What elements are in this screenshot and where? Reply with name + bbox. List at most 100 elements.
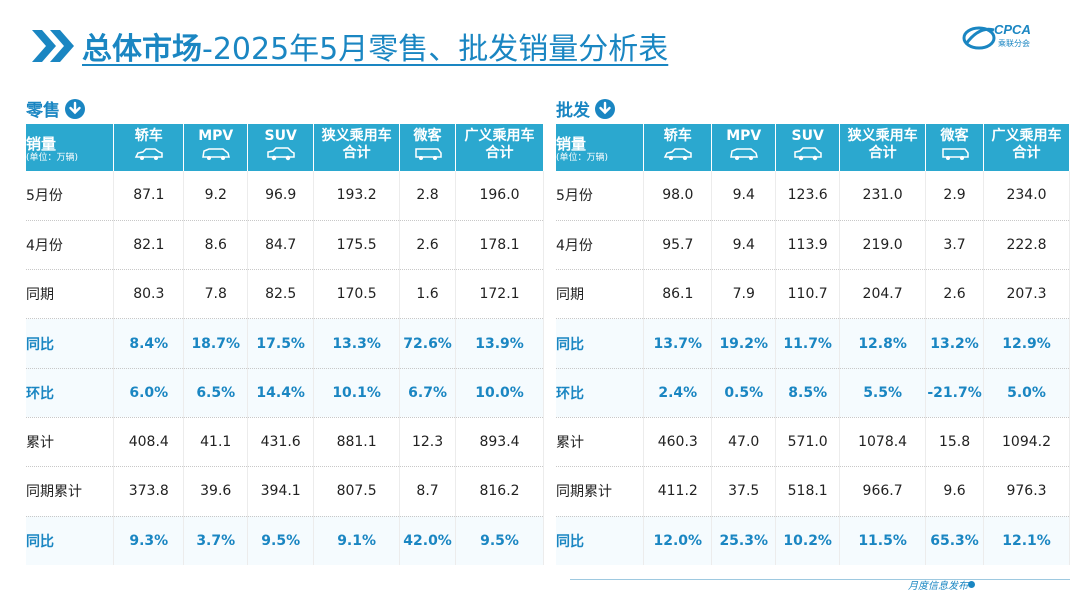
table-cell: 10.1% [313,367,401,418]
header-cell: SUV [247,124,315,171]
table-cell: 9.4 [711,219,777,270]
table-cell: 2.9 [925,171,985,221]
table-cell: 82.5 [247,269,315,319]
table-row: 环比 2.4% 0.5% 8.5% 5.5% -21.7% 5.0% [556,367,1070,418]
row-label: 环比 [556,367,645,418]
table-cell: 65.3% [925,515,985,566]
table-cell: 3.7 [925,219,985,270]
table-header-row: 销量 (单位：万辆) 轿车 MPV SUV 狭义乘用车合计 微客 广义乘用车合计 [26,124,544,171]
table-row: 同比 12.0% 25.3% 10.2% 11.5% 65.3% 12.1% [556,515,1070,566]
wholesale-label: 批发 [556,101,590,121]
table-cell: 82.1 [113,219,185,270]
table-cell: 113.9 [775,219,841,270]
row-label: 同期 [556,269,645,319]
table-cell: 13.3% [313,318,401,369]
header-label: 狭义乘用车合计 [321,128,392,161]
sedan-icon [116,147,181,166]
table-cell: 9.6 [925,466,985,517]
table-cell: 571.0 [775,416,841,467]
row-label: 4月份 [556,219,645,270]
table-cell: 18.7% [183,318,249,369]
row-label: 4月份 [26,219,115,270]
row-label: 同期累计 [26,466,115,517]
table-row: 4月份 95.7 9.4 113.9 219.0 3.7 222.8 [556,219,1070,270]
suv-icon [250,147,311,166]
header-cell: 微客 [399,124,457,171]
row-label: 环比 [26,367,115,418]
header-label: 广义乘用车合计 [464,128,535,161]
table-cell: 3.7% [183,515,249,566]
table-cell: 2.4% [643,367,713,418]
unit-label: (单位：万辆) [26,153,79,163]
header-label: SUV [791,128,824,144]
table-cell: 8.6 [183,219,249,270]
wholesale-table: 销量 (单位：万辆) 轿车 MPV SUV 狭义乘用车合计 微客 广义乘用车合计 5月份 98.0… [556,124,1070,566]
header-label: 轿车 [134,128,163,144]
row-label: 累计 [556,416,645,467]
table-cell: 222.8 [983,219,1070,270]
header-label: MPV [198,128,234,144]
table-cell: 95.7 [643,219,713,270]
page-title-bold: 总体市场 [82,32,202,67]
table-cell: 47.0 [711,416,777,467]
header-cell: 广义乘用车合计 [455,124,544,171]
table-cell: 13.2% [925,318,985,369]
table-cell: 207.3 [983,269,1070,319]
table-cell: 12.1% [983,515,1070,566]
table-cell: 12.8% [839,318,927,369]
table-cell: 1094.2 [983,416,1070,467]
footer-dot [968,581,975,588]
footer-text: 月度信息发布 [908,581,968,590]
row-label: 同比 [556,515,645,566]
table-cell: 8.7 [399,466,457,517]
table-cell: 25.3% [711,515,777,566]
table-cell: 2.6 [399,219,457,270]
download-arrow-icon [595,98,615,119]
cpca-logo-icon [962,26,996,50]
header-cell: 轿车 [113,124,185,171]
table-cell: 14.4% [247,367,315,418]
table-cell: 6.5% [183,367,249,418]
minivan-icon [402,147,453,166]
table-cell: 408.4 [113,416,185,467]
table-cell: 9.1% [313,515,401,566]
sedan-icon [646,147,709,166]
table-cell: 72.6% [399,318,457,369]
table-cell: 84.7 [247,219,315,270]
table-header-row: 销量 (单位：万辆) 轿车 MPV SUV 狭义乘用车合计 微客 广义乘用车合计 [556,124,1070,171]
table-cell: 976.3 [983,466,1070,517]
table-cell: 5.0% [983,367,1070,418]
table-cell: 13.7% [643,318,713,369]
footer-divider [570,579,1070,580]
table-row: 同比 8.4% 18.7% 17.5% 13.3% 72.6% 13.9% [26,318,544,369]
table-cell: 175.5 [313,219,401,270]
table-cell: 7.8 [183,269,249,319]
table-cell: 15.8 [925,416,985,467]
table-cell: 11.7% [775,318,841,369]
table-cell: 86.1 [643,269,713,319]
double-chevron-icon [30,24,76,68]
table-cell: 966.7 [839,466,927,517]
header-cell: 狭义乘用车合计 [839,124,927,171]
row-label: 同期累计 [556,466,645,517]
row-label: 5月份 [26,171,115,221]
table-cell: -21.7% [925,367,985,418]
table-cell: 9.3% [113,515,185,566]
table-cell: 411.2 [643,466,713,517]
header-cell: 微客 [925,124,985,171]
table-cell: 460.3 [643,416,713,467]
unit-label: (单位：万辆) [556,153,609,163]
table-cell: 2.8 [399,171,457,221]
header-label: 微客 [940,128,969,144]
table-row: 环比 6.0% 6.5% 14.4% 10.1% 6.7% 10.0% [26,367,544,418]
row-label: 5月份 [556,171,645,221]
table-cell: 96.9 [247,171,315,221]
table-row: 同期累计 373.8 39.6 394.1 807.5 8.7 816.2 [26,466,544,517]
table-cell: 5.5% [839,367,927,418]
table-cell: 431.6 [247,416,315,467]
table-cell: 893.4 [455,416,544,467]
page-title: 总体市场-2025年5月零售、批发销量分析表 [82,24,668,68]
row-label: 同比 [556,318,645,369]
header-label: MPV [726,128,762,144]
logo-text: CPCA [994,22,1031,37]
